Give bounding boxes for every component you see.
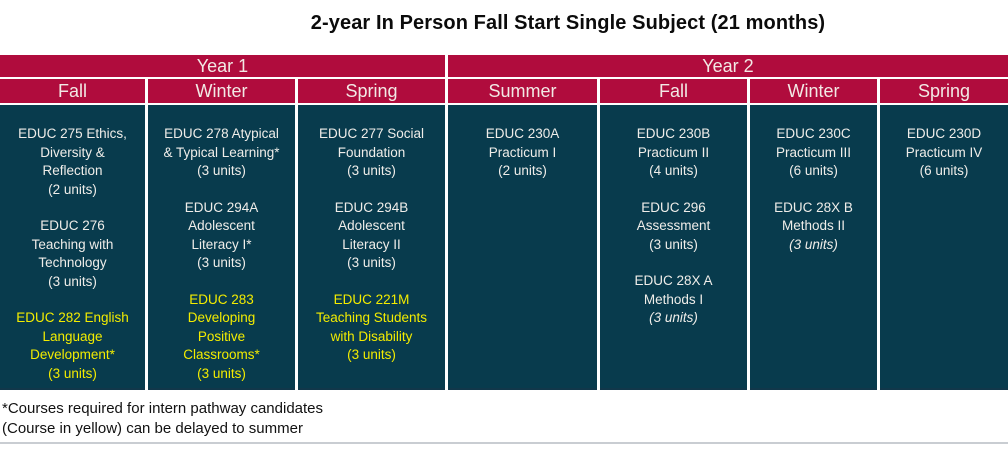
course-units: (2 units) (498, 163, 547, 178)
course-name: EDUC 230A Practicum I (485, 126, 560, 160)
course-units: (3 units) (649, 236, 698, 252)
term-column-y2-summer: EDUC 230A Practicum I (2 units) (448, 105, 597, 390)
course-entry: EDUC 276 Teaching with Technology (3 uni… (2, 217, 143, 291)
year1-header: Year 1 (0, 55, 445, 77)
course-name: EDUC 221M Teaching Students with Disabil… (315, 291, 428, 344)
course-name: EDUC 230B Practicum II (636, 126, 711, 160)
term-header-y2-fall: Fall (600, 79, 747, 103)
course-units: (3 units) (48, 365, 97, 381)
course-name: EDUC 277 Social Foundation (318, 126, 425, 160)
bottom-divider (0, 442, 1008, 444)
term-column-y2-spring: EDUC 230D Practicum IV (6 units) (880, 105, 1008, 390)
course-units: (3 units) (197, 163, 246, 178)
course-entry: EDUC 230A Practicum I (2 units) (450, 125, 595, 181)
course-name: EDUC 282 English Language Development* (16, 310, 129, 362)
course-entry: EDUC 28X A Methods I (3 units) (602, 272, 745, 328)
term-header-y2-summer: Summer (448, 79, 597, 103)
term-column-y1-winter: EDUC 278 Atypical & Typical Learning* (3… (148, 105, 295, 390)
course-name: EDUC 276 Teaching with Technology (31, 218, 114, 270)
term-column-y1-fall: EDUC 275 Ethics, Diversity & Reflection … (0, 105, 145, 390)
term-header-y1-winter: Winter (148, 79, 295, 103)
course-entry: EDUC 282 English Language Development* (… (2, 309, 143, 383)
footnotes: *Courses required for intern pathway can… (2, 399, 1008, 439)
course-name: EDUC 294A Adolescent Literacy I* (184, 199, 259, 252)
footnote-intern-pathway: *Courses required for intern pathway can… (2, 400, 324, 417)
course-entry: EDUC 278 Atypical & Typical Learning* (3… (150, 125, 293, 181)
course-units: (4 units) (649, 163, 698, 178)
course-entry: EDUC 221M Teaching Students with Disabil… (300, 291, 443, 365)
course-entry: EDUC 230B Practicum II (4 units) (602, 125, 745, 181)
course-units: (3 units) (789, 236, 838, 252)
course-entry: EDUC 230C Practicum III (6 units) (752, 125, 875, 181)
course-entry: EDUC 296 Assessment (3 units) (602, 199, 745, 255)
course-entry: EDUC 230D Practicum IV (6 units) (882, 125, 1006, 181)
course-name: EDUC 28X A Methods I (634, 273, 713, 307)
course-units: (3 units) (197, 255, 246, 270)
course-name: EDUC 283 Developing Positive Classrooms* (183, 291, 260, 363)
footnote-yellow-delay: (Course in yellow) can be delayed to sum… (2, 420, 303, 437)
course-units: (3 units) (347, 255, 396, 270)
course-entry: EDUC 283 Developing Positive Classrooms*… (150, 291, 293, 384)
course-name: EDUC 275 Ethics, Diversity & Reflection (18, 126, 127, 178)
course-entry: EDUC 28X B Methods II (3 units) (752, 199, 875, 255)
course-units: (6 units) (789, 163, 838, 178)
course-units: (2 units) (48, 181, 97, 197)
course-units: (3 units) (347, 347, 396, 362)
term-header-y2-winter: Winter (750, 79, 877, 103)
term-header-y1-spring: Spring (298, 79, 445, 103)
term-header-y2-spring: Spring (880, 79, 1008, 103)
course-units: (6 units) (919, 163, 969, 178)
course-entry: EDUC 277 Social Foundation (3 units) (300, 125, 443, 181)
course-units: (3 units) (347, 163, 396, 178)
course-name: EDUC 28X B Methods II (774, 199, 853, 234)
course-name: EDUC 296 Assessment (636, 199, 711, 234)
course-entry: EDUC 294A Adolescent Literacy I* (3 unit… (150, 199, 293, 273)
course-units: (3 units) (48, 273, 97, 289)
course-entry: EDUC 275 Ethics, Diversity & Reflection … (2, 125, 143, 199)
term-header-y1-fall: Fall (0, 79, 145, 103)
course-entry: EDUC 294B Adolescent Literacy II (3 unit… (300, 199, 443, 273)
term-column-y2-fall: EDUC 230B Practicum II (4 units) EDUC 29… (600, 105, 747, 390)
term-column-y2-winter: EDUC 230C Practicum III (6 units) EDUC 2… (750, 105, 877, 390)
course-name: EDUC 294B Adolescent Literacy II (334, 199, 409, 252)
schedule-table: Year 1 Year 2 Fall Winter Spring Summer … (0, 55, 1008, 390)
course-units: (3 units) (649, 310, 698, 325)
page-title: 2-year In Person Fall Start Single Subje… (310, 12, 826, 34)
course-name: EDUC 230C Practicum III (775, 126, 851, 160)
term-column-y1-spring: EDUC 277 Social Foundation (3 units) EDU… (298, 105, 445, 390)
year2-header: Year 2 (448, 55, 1008, 77)
course-name: EDUC 278 Atypical & Typical Learning* (163, 126, 280, 160)
course-name: EDUC 230D Practicum IV (905, 126, 983, 160)
course-units: (3 units) (197, 365, 246, 381)
